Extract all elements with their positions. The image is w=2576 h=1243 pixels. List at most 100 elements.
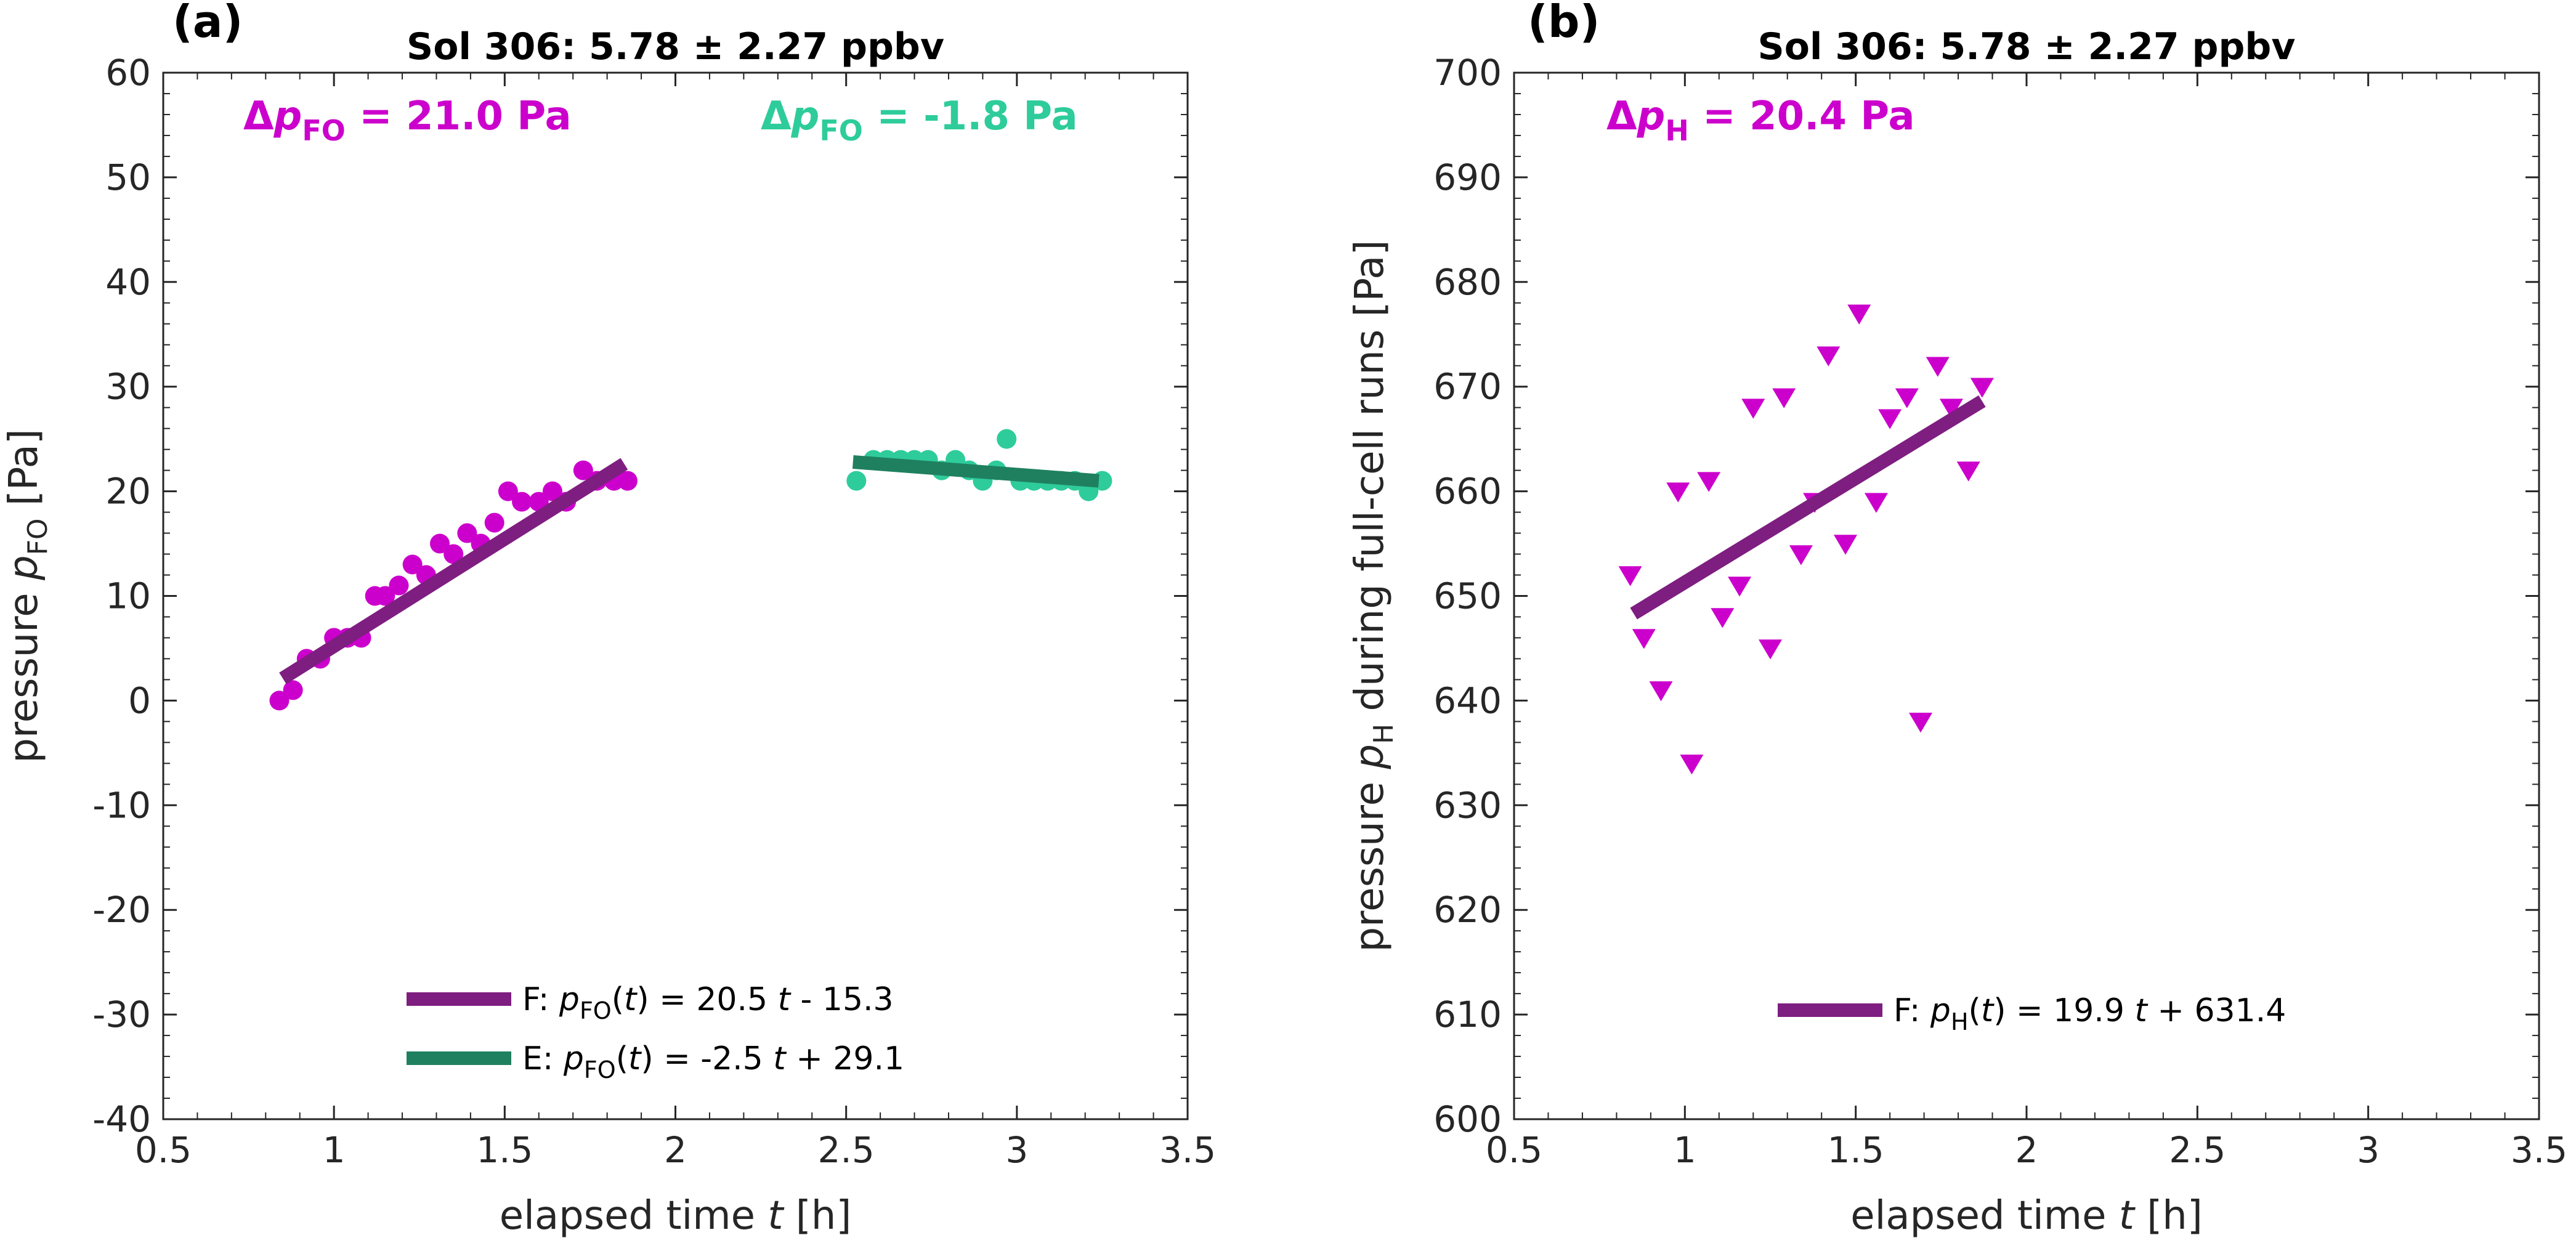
data-point <box>1711 608 1735 628</box>
y-axis-label-suffix: during full-cell runs [Pa] <box>1347 240 1393 724</box>
legend-label-t: t <box>1981 992 1995 1029</box>
data-point <box>430 533 450 554</box>
x-tick-label: 2.5 <box>818 1129 875 1171</box>
y-axis-label-var: p <box>1347 744 1393 770</box>
data-point <box>1939 399 1963 419</box>
data-point <box>444 544 464 564</box>
data-point <box>1697 472 1721 492</box>
y-tick-label: 10 <box>105 575 151 617</box>
series-F <box>1618 304 1994 775</box>
data-point <box>846 471 867 491</box>
y-axis-label-prefix: pressure <box>1347 769 1393 952</box>
data-point <box>402 554 423 575</box>
data-point <box>542 481 562 501</box>
delta-annotation-prefix: Δ <box>761 94 792 139</box>
y-axis-label: pressure pFO [Pa] <box>1 429 54 763</box>
delta-annotation-var: p <box>1637 94 1666 139</box>
panel-title: Sol 306: 5.78 ± 2.27 ppbv <box>407 25 944 68</box>
series-F <box>269 458 638 711</box>
data-point <box>498 481 518 501</box>
x-tick-label: 2 <box>664 1129 687 1171</box>
delta-annotation: ΔpFO = -1.8 Pa <box>761 94 1078 147</box>
legend-label-prefix: F: <box>522 981 559 1018</box>
legend-label-t2: t <box>773 1040 787 1077</box>
x-axis-label: elapsed time t [h] <box>500 1193 852 1239</box>
delta-annotation-suffix: = 21.0 Pa <box>346 94 572 139</box>
delta-annotation-suffix: = 20.4 Pa <box>1689 94 1915 139</box>
legend-label-var: p <box>559 981 580 1018</box>
data-point <box>1970 378 1994 398</box>
delta-annotation: ΔpH = 20.4 Pa <box>1606 94 1915 147</box>
data-point <box>283 680 303 700</box>
y-tick-label: -10 <box>92 784 151 826</box>
data-point <box>1772 388 1796 408</box>
legend-label-tail: + 631.4 <box>2147 992 2286 1029</box>
x-tick-label: 2.5 <box>2169 1129 2226 1171</box>
data-point <box>1878 409 1902 429</box>
data-point <box>1956 461 1980 482</box>
delta-annotation: ΔpFO = 21.0 Pa <box>243 94 572 147</box>
y-tick-label: 620 <box>1433 889 1502 931</box>
y-tick-label: 680 <box>1433 261 1502 303</box>
x-tick-label: 1 <box>323 1129 346 1171</box>
x-tick-label: 1.5 <box>1828 1129 1884 1171</box>
y-axis-label-var: p <box>1 555 47 581</box>
delta-annotation-suffix: = -1.8 Pa <box>863 94 1078 139</box>
legend-label-var: p <box>563 1040 584 1077</box>
x-axis-label-var: t <box>768 1193 785 1239</box>
legend-label-t2: t <box>2134 992 2148 1029</box>
panel-letter: (b) <box>1528 0 1600 47</box>
y-tick-label: 650 <box>1433 575 1502 617</box>
data-point <box>1895 388 1919 408</box>
delta-annotation-sub: H <box>1665 114 1689 147</box>
data-point <box>389 575 409 596</box>
delta-annotation-var: p <box>791 94 820 139</box>
legend-label-var: p <box>1930 992 1951 1029</box>
data-point <box>1926 357 1950 377</box>
data-point <box>457 523 477 543</box>
legend-label-prefix: F: <box>1894 992 1930 1029</box>
x-axis-label-suffix: [h] <box>2134 1193 2203 1239</box>
y-tick-label: 660 <box>1433 471 1502 512</box>
y-tick-label: 630 <box>1433 784 1502 826</box>
x-tick-label: 0.5 <box>135 1129 192 1171</box>
legend-label-t2: t <box>778 981 792 1018</box>
axes-box <box>162 71 1189 1120</box>
x-axis-label: elapsed time t [h] <box>1850 1193 2203 1239</box>
x-axis-label-suffix: [h] <box>783 1193 851 1239</box>
data-point <box>1632 629 1656 649</box>
data-point <box>1759 639 1782 660</box>
fit-line <box>279 458 628 684</box>
data-point <box>1909 713 1933 733</box>
x-tick-label: 3.5 <box>2511 1129 2567 1171</box>
y-axis-label: pressure pH during full-cell runs [Pa] <box>1347 240 1399 952</box>
data-point <box>1741 399 1765 419</box>
data-point <box>617 471 638 491</box>
y-tick-label: -30 <box>92 994 151 1035</box>
panel-title: Sol 306: 5.78 ± 2.27 ppbv <box>1758 25 2296 68</box>
y-tick-label: 60 <box>105 52 151 94</box>
legend-label-paren: ( <box>1969 992 1981 1029</box>
x-tick-label: 1 <box>1674 1129 1696 1171</box>
delta-annotation-var: p <box>273 94 302 139</box>
data-point <box>1847 304 1871 325</box>
y-tick-label: 670 <box>1433 366 1502 408</box>
y-tick-label: 640 <box>1433 679 1502 721</box>
series-E <box>846 429 1112 501</box>
data-point <box>1680 755 1704 775</box>
data-point <box>997 429 1017 449</box>
panel-b: 0.5 1 1.5 2 2.5 3 3.5 600 610 620 630 640 650 660 670 6… <box>1347 0 2567 1239</box>
y-tick-label: 690 <box>1433 156 1502 198</box>
data-point <box>1666 482 1690 503</box>
legend-label-eq: ) = -2.5 <box>641 1040 773 1077</box>
y-axis-label-sub: H <box>1368 724 1399 744</box>
y-tick-label: 50 <box>105 156 151 198</box>
legend-label-paren: ( <box>616 1040 628 1077</box>
y-axis-label-prefix: pressure <box>1 580 47 763</box>
legend-label-eq: ) = 20.5 <box>636 981 777 1018</box>
data-point <box>375 586 395 606</box>
x-tick-label: 1.5 <box>476 1129 533 1171</box>
y-tick-label: 40 <box>105 261 151 303</box>
